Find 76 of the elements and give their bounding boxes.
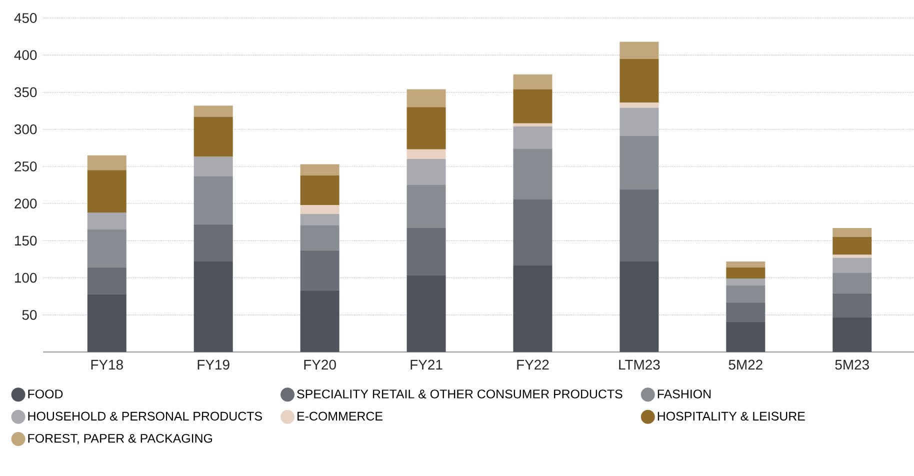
bar	[406, 107, 446, 150]
bar	[406, 185, 446, 228]
bar	[620, 136, 659, 190]
bar	[513, 148, 552, 200]
bar	[726, 278, 766, 286]
bar	[726, 261, 766, 268]
legend-label: E-COMMERCE	[298, 412, 382, 421]
bar	[726, 285, 766, 302]
x-tick-label: 5M22	[728, 360, 762, 370]
bar	[513, 199, 552, 266]
bar	[87, 294, 126, 352]
bar	[194, 116, 233, 157]
x-tick-label: FY22	[517, 360, 549, 370]
bar	[194, 261, 233, 352]
x-tick-label: 5M23	[835, 360, 869, 370]
legend-label: HOUSEHOLD & PERSONAL PRODUCTS	[28, 412, 262, 421]
y-tick-label: 200	[14, 198, 37, 208]
bar	[832, 228, 872, 237]
y-tick-label: 250	[14, 161, 37, 172]
y-tick-label: 400	[14, 50, 37, 60]
x-tick-label: FY20	[304, 360, 336, 370]
bar	[620, 108, 659, 136]
bar	[300, 164, 340, 176]
bar	[620, 102, 659, 108]
y-tick-label: 350	[14, 87, 37, 98]
bar	[832, 293, 872, 318]
bar	[832, 317, 872, 352]
bar	[726, 267, 766, 279]
bar	[513, 74, 552, 90]
bar	[513, 123, 552, 126]
y-tick-label: 150	[15, 236, 37, 246]
legend-label: FOREST, PAPER & PACKAGING	[28, 434, 212, 444]
x-tick-label: FY18	[91, 360, 123, 370]
bar	[620, 58, 659, 103]
legend-label: SPECIALITY RETAIL & OTHER CONSUMER PRODUCTS	[297, 390, 622, 398]
legend-label: FOOD	[28, 390, 63, 398]
bar	[406, 228, 446, 276]
bar	[300, 175, 340, 206]
bar	[832, 272, 872, 294]
bar	[300, 214, 340, 226]
legend-label: HOSPITALITY & LEISURE	[658, 412, 805, 421]
bar	[87, 230, 126, 268]
bar	[832, 258, 872, 273]
bar	[194, 156, 233, 176]
bar	[194, 106, 233, 117]
bar	[87, 170, 126, 212]
bar	[620, 261, 659, 352]
bar	[300, 250, 340, 290]
bar	[300, 290, 340, 352]
legend-label: FASHION	[658, 390, 711, 398]
bar	[406, 149, 446, 160]
y-tick-label: 300	[14, 124, 37, 134]
bar	[726, 302, 766, 322]
bar	[513, 265, 552, 352]
bar	[300, 205, 340, 214]
x-tick-label: LTM23	[619, 360, 660, 370]
y-tick-label: 450	[14, 13, 37, 23]
bar	[87, 267, 126, 294]
y-tick-label: 50	[22, 310, 37, 320]
y-tick-label: 100	[15, 272, 37, 283]
bar	[194, 224, 233, 262]
bar	[300, 225, 340, 250]
bar	[406, 159, 446, 185]
bar	[726, 322, 766, 352]
bar	[194, 176, 233, 224]
x-tick-label: FY21	[410, 360, 442, 370]
bar	[513, 89, 552, 124]
bar	[513, 126, 552, 149]
bar	[406, 89, 446, 108]
bar	[87, 155, 126, 170]
bar	[87, 212, 126, 230]
bar	[620, 42, 659, 59]
x-tick-label: FY19	[198, 360, 230, 370]
bar	[832, 236, 872, 255]
bar	[406, 276, 446, 352]
bar	[620, 189, 659, 262]
